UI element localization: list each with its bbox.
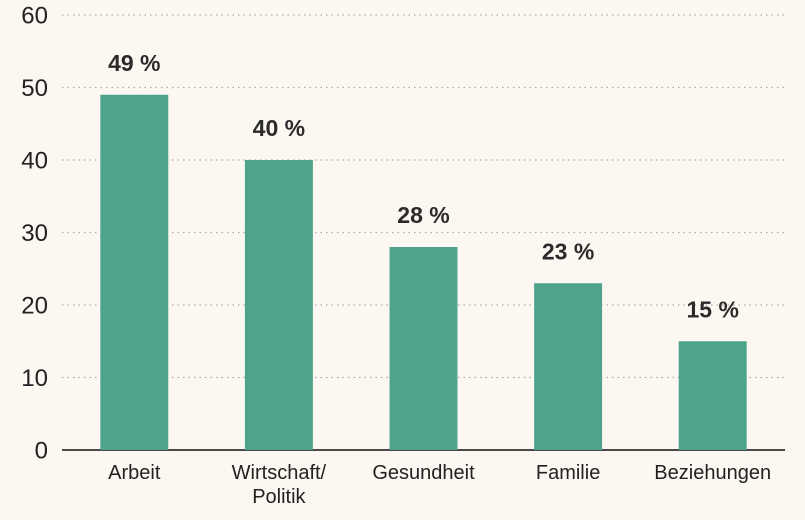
x-tick-label: Arbeit [108, 462, 161, 484]
bar [534, 283, 603, 450]
value-label: 23 % [542, 238, 594, 264]
bar [678, 341, 747, 450]
y-tick-label: 30 [21, 220, 48, 247]
y-tick-label: 0 [35, 437, 48, 464]
bar [100, 94, 169, 450]
y-tick-label: 60 [21, 2, 48, 29]
value-label: 40 % [253, 115, 305, 141]
x-tick-label: Familie [535, 462, 601, 484]
x-tick-label: Beziehungen [654, 462, 772, 484]
bar [389, 247, 458, 450]
y-tick-label: 50 [21, 75, 48, 102]
value-label: 49 % [108, 50, 160, 76]
y-tick-label: 40 [21, 147, 48, 174]
y-tick-label: 20 [21, 292, 48, 319]
x-tick-label: Wirtschaft/ Politik [231, 462, 327, 508]
y-tick-label: 10 [21, 365, 48, 392]
value-label: 15 % [686, 296, 738, 322]
value-label: 28 % [397, 202, 449, 228]
x-tick-label: Gesundheit [372, 462, 475, 484]
bar [244, 160, 313, 450]
